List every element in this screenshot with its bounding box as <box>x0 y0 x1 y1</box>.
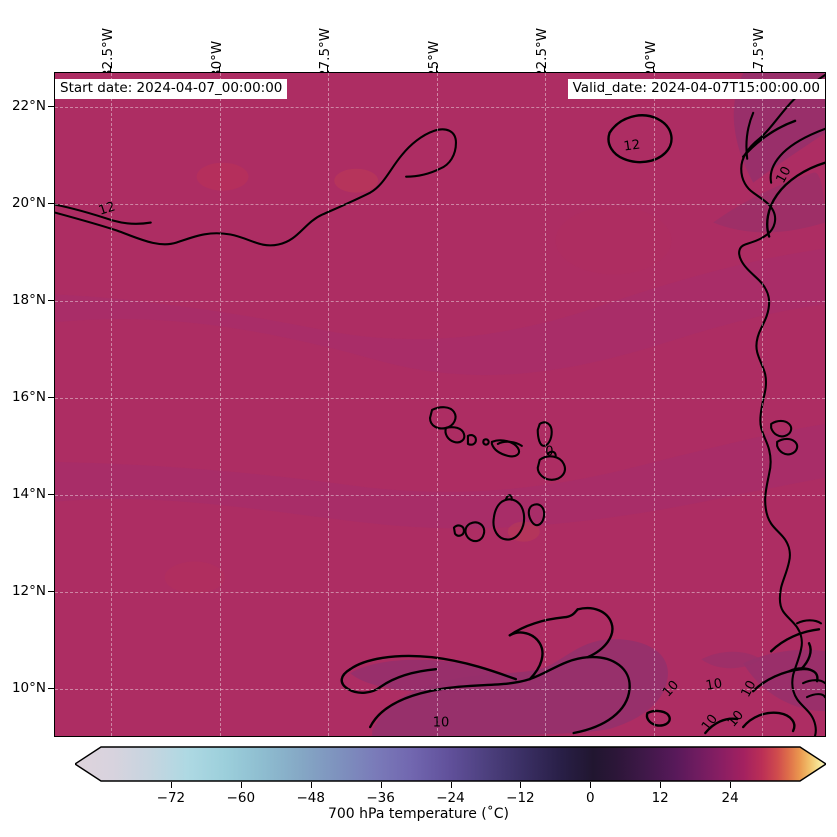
longitude-tick-label: 17.5°W <box>750 27 767 78</box>
gridline-longitude <box>436 73 438 736</box>
tick-mark-longitude <box>218 66 220 72</box>
colorbar-title: 700 hPa temperature (˚C) <box>327 806 510 822</box>
colorbar-tick-mark <box>450 782 452 788</box>
tick-mark-latitude <box>48 397 54 399</box>
latitude-tick-label: 20°N <box>11 195 46 212</box>
colorbar-tick-mark <box>170 782 172 788</box>
colorbar-tick-label: −12 <box>506 790 535 806</box>
latitude-tick-label: 10°N <box>11 680 46 697</box>
contour-label: 10 <box>432 715 450 731</box>
gridline-latitude <box>55 301 825 303</box>
colorbar-tick-mark <box>380 782 382 788</box>
longitude-tick-label: 22.5°W <box>534 27 551 78</box>
colorbar-tick-mark <box>240 782 242 788</box>
tick-mark-longitude <box>652 66 654 72</box>
colorbar-tick-mark <box>660 782 662 788</box>
colorbar-tick-label: 24 <box>721 790 739 806</box>
tick-mark-latitude <box>48 591 54 593</box>
latitude-tick-label: 14°N <box>11 486 46 503</box>
longitude-tick-label: 32.5°W <box>100 27 117 78</box>
gridline-latitude <box>55 495 825 497</box>
gridline-latitude <box>55 689 825 691</box>
tick-mark-latitude <box>48 494 54 496</box>
longitude-tick-label: 27.5°W <box>317 27 334 78</box>
colorbar-tick-label: −24 <box>436 790 465 806</box>
gridline-longitude <box>328 73 330 736</box>
latitude-tick-label: 12°N <box>11 583 46 600</box>
tick-mark-latitude <box>48 300 54 302</box>
tick-mark-longitude <box>760 66 762 72</box>
colorbar-tick-label: −48 <box>296 790 325 806</box>
tick-mark-longitude <box>544 66 546 72</box>
map-axes[interactable]: 12 12 10 0 10 10 10 10 10 10 Start date: 2024-04-… <box>54 72 826 737</box>
colorbar[interactable]: −72 −60 −48 −36 −24 −12 0 12 24 <box>75 746 826 806</box>
colorbar-tick-label: −72 <box>156 790 186 806</box>
gridline-longitude <box>545 73 547 736</box>
colorbar-tick-label: 12 <box>651 790 669 806</box>
gridline-longitude <box>761 73 763 736</box>
tick-mark-latitude <box>48 688 54 690</box>
tick-mark-latitude <box>48 203 54 205</box>
contour-label: 0 <box>545 444 554 460</box>
tick-mark-latitude <box>48 105 54 107</box>
gridline-latitude <box>55 204 825 206</box>
temperature-field <box>55 73 825 736</box>
valid-date-annotation: Valid_date: 2024-04-07T15:00:00.00 <box>567 79 825 99</box>
latitude-tick-label: 22°N <box>11 97 46 114</box>
latitude-tick-label: 18°N <box>11 292 46 309</box>
colorbar-tick-mark <box>730 782 732 788</box>
contour-label: 12 <box>622 137 642 155</box>
colorbar-tick-mark <box>520 782 522 788</box>
colorbar-tick-label: −36 <box>366 790 395 806</box>
colorbar-tick-mark <box>590 782 592 788</box>
gridline-longitude <box>111 73 113 736</box>
start-date-annotation: Start date: 2024-04-07_00:00:00 <box>55 79 288 99</box>
colorbar-tick-label: −60 <box>226 790 256 806</box>
colorbar-tick-mark <box>310 782 312 788</box>
tick-mark-longitude <box>327 66 329 72</box>
tick-mark-longitude <box>110 66 112 72</box>
gridline-latitude <box>55 592 825 594</box>
gridline-longitude <box>653 73 655 736</box>
gridline-longitude <box>219 73 221 736</box>
colorbar-tick-label: 0 <box>586 790 595 806</box>
contour-label: 10 <box>704 675 724 694</box>
gridline-latitude <box>55 398 825 400</box>
colorbar-gradient <box>75 746 826 782</box>
latitude-tick-label: 16°N <box>11 389 46 406</box>
gridline-latitude <box>55 106 825 108</box>
tick-mark-longitude <box>435 66 437 72</box>
